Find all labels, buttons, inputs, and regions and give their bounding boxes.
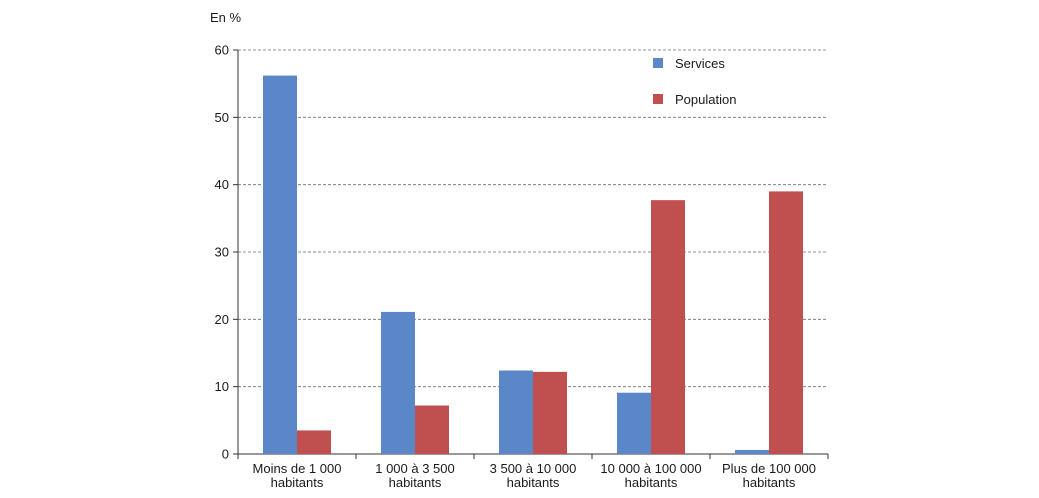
x-category-label: 10 000 à 100 000 habitants bbox=[600, 461, 701, 490]
bar-services bbox=[735, 449, 769, 454]
x-category-label: Moins de 1 000 habitants bbox=[253, 461, 342, 490]
bar-population bbox=[415, 405, 449, 454]
legend-swatch-services bbox=[653, 58, 663, 68]
x-category-label-line: 10 000 à 100 000 bbox=[600, 461, 701, 476]
y-tick-label: 10 bbox=[215, 379, 229, 394]
x-category-label: Plus de 100 000 habitants bbox=[722, 461, 816, 490]
bar-services bbox=[381, 311, 415, 454]
x-category-label-line: 1 000 à 3 500 bbox=[375, 461, 455, 476]
x-category-label-line: habitants bbox=[271, 475, 324, 490]
x-category-label-line: habitants bbox=[389, 475, 442, 490]
bar-population bbox=[533, 371, 567, 454]
bar-services bbox=[263, 75, 297, 454]
x-category-label-line: habitants bbox=[625, 475, 678, 490]
y-tick-label: 40 bbox=[215, 177, 229, 192]
x-category-label: 1 000 à 3 500 habitants bbox=[375, 461, 455, 490]
bar-population bbox=[651, 200, 685, 454]
legend-label-services: Services bbox=[675, 56, 725, 71]
bar-services bbox=[617, 392, 651, 454]
y-tick-label: 60 bbox=[215, 43, 229, 58]
bar-population bbox=[769, 191, 803, 454]
y-unit-label: En % bbox=[210, 10, 242, 25]
x-category-label-line: habitants bbox=[507, 475, 560, 490]
x-category-label: 3 500 à 10 000 habitants bbox=[490, 461, 577, 490]
y-tick-label: 50 bbox=[215, 110, 229, 125]
x-category-label-line: Moins de 1 000 bbox=[253, 461, 342, 476]
legend-swatch-population bbox=[653, 94, 663, 104]
y-tick-label: 20 bbox=[215, 312, 229, 327]
bar-services bbox=[499, 370, 533, 454]
x-category-label-line: 3 500 à 10 000 bbox=[490, 461, 577, 476]
legend-label-population: Population bbox=[675, 92, 736, 107]
x-category-label-line: habitants bbox=[743, 475, 796, 490]
bar-population bbox=[297, 430, 331, 454]
y-tick-label: 0 bbox=[222, 447, 229, 462]
y-tick-label: 30 bbox=[215, 245, 229, 260]
x-category-label-line: Plus de 100 000 bbox=[722, 461, 816, 476]
